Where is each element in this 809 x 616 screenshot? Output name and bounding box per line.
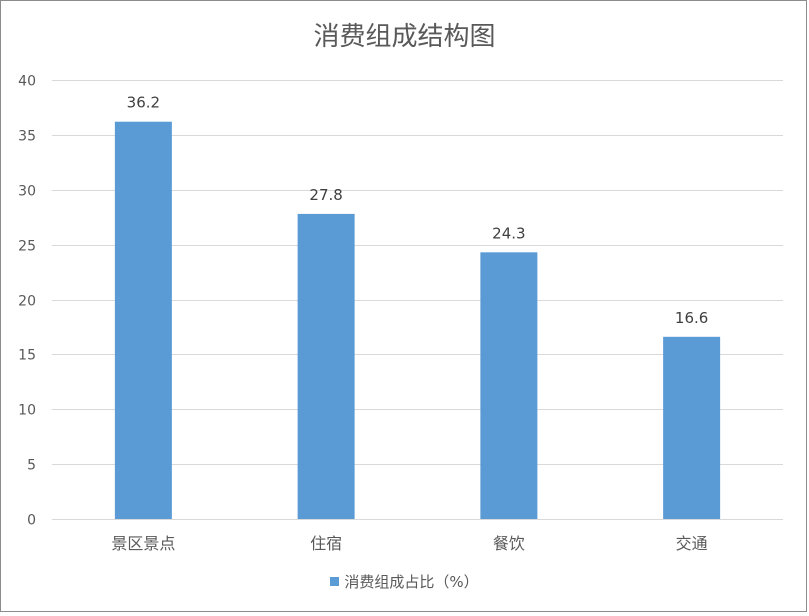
data-label: 27.8	[309, 186, 342, 204]
x-tick-label: 餐饮	[493, 534, 525, 553]
y-tick-label: 15	[18, 348, 36, 364]
data-label: 24.3	[492, 224, 525, 242]
y-tick-label: 40	[18, 74, 36, 90]
legend-label: 消费组成占比（%）	[344, 573, 479, 591]
chart-title: 消费组成结构图	[313, 22, 496, 52]
data-label: 16.6	[675, 309, 708, 327]
data-labels: 36.2 27.8 24.3 16.6	[127, 94, 709, 327]
bar	[114, 121, 172, 519]
gridlines	[52, 80, 783, 520]
legend-swatch	[330, 577, 340, 586]
bar	[480, 252, 538, 519]
y-axis-ticks: 0 5 10 15 20 25 30 35 40	[18, 74, 36, 529]
y-tick-label: 10	[18, 403, 36, 419]
y-tick-label: 5	[27, 458, 36, 474]
bar	[663, 336, 721, 519]
y-tick-label: 20	[18, 294, 36, 310]
x-axis-ticks: 景区景点 住宿 餐饮 交通	[111, 534, 707, 553]
x-tick-label: 交通	[676, 534, 708, 553]
bars	[114, 121, 721, 519]
data-label: 36.2	[127, 94, 160, 112]
y-tick-label: 0	[27, 513, 36, 529]
bar	[297, 213, 355, 519]
y-tick-label: 35	[18, 129, 36, 145]
y-tick-label: 30	[18, 184, 36, 200]
y-tick-label: 25	[18, 239, 36, 255]
x-tick-label: 景区景点	[111, 534, 175, 553]
legend: 消费组成占比（%）	[0, 571, 809, 592]
x-tick-label: 住宿	[310, 534, 342, 553]
